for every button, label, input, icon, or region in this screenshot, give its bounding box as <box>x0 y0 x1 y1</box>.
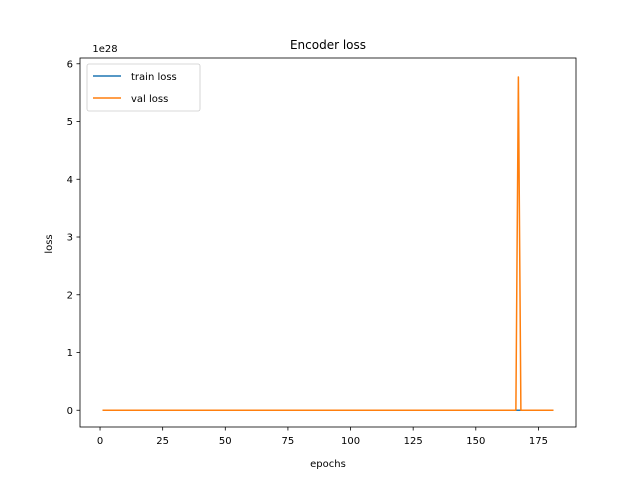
y-tick-label: 5 <box>67 117 73 128</box>
chart-title: Encoder loss <box>290 38 366 52</box>
x-tick-label: 175 <box>529 436 548 447</box>
x-tick-label: 0 <box>97 436 103 447</box>
x-axis-label: epochs <box>310 459 346 470</box>
x-tick-label: 50 <box>219 436 232 447</box>
legend-label: val loss <box>131 94 168 105</box>
y-axis-label: loss <box>44 234 55 253</box>
x-tick-label: 150 <box>466 436 485 447</box>
axes-frame <box>79 57 577 428</box>
axes: 0 25 50 75 100 125 150 175 0 1 2 3 4 5 6 <box>67 57 577 447</box>
y-tick-label: 1 <box>67 348 73 359</box>
y-tick-label: 4 <box>67 175 73 186</box>
y-tick-label: 2 <box>67 290 73 301</box>
x-tick-label: 100 <box>341 436 360 447</box>
y-tick-label: 0 <box>67 406 73 417</box>
legend-label: train loss <box>131 72 177 83</box>
y-offset-label: 1e28 <box>92 44 117 55</box>
legend: train loss val loss <box>86 63 201 112</box>
x-tick-label: 25 <box>156 436 169 447</box>
x-tick-label: 75 <box>282 436 295 447</box>
plot-area <box>102 76 554 411</box>
y-tick-label: 6 <box>67 59 73 70</box>
x-tick-label: 125 <box>404 436 423 447</box>
series-line-2 <box>102 76 554 411</box>
y-tick-label: 3 <box>67 233 73 244</box>
